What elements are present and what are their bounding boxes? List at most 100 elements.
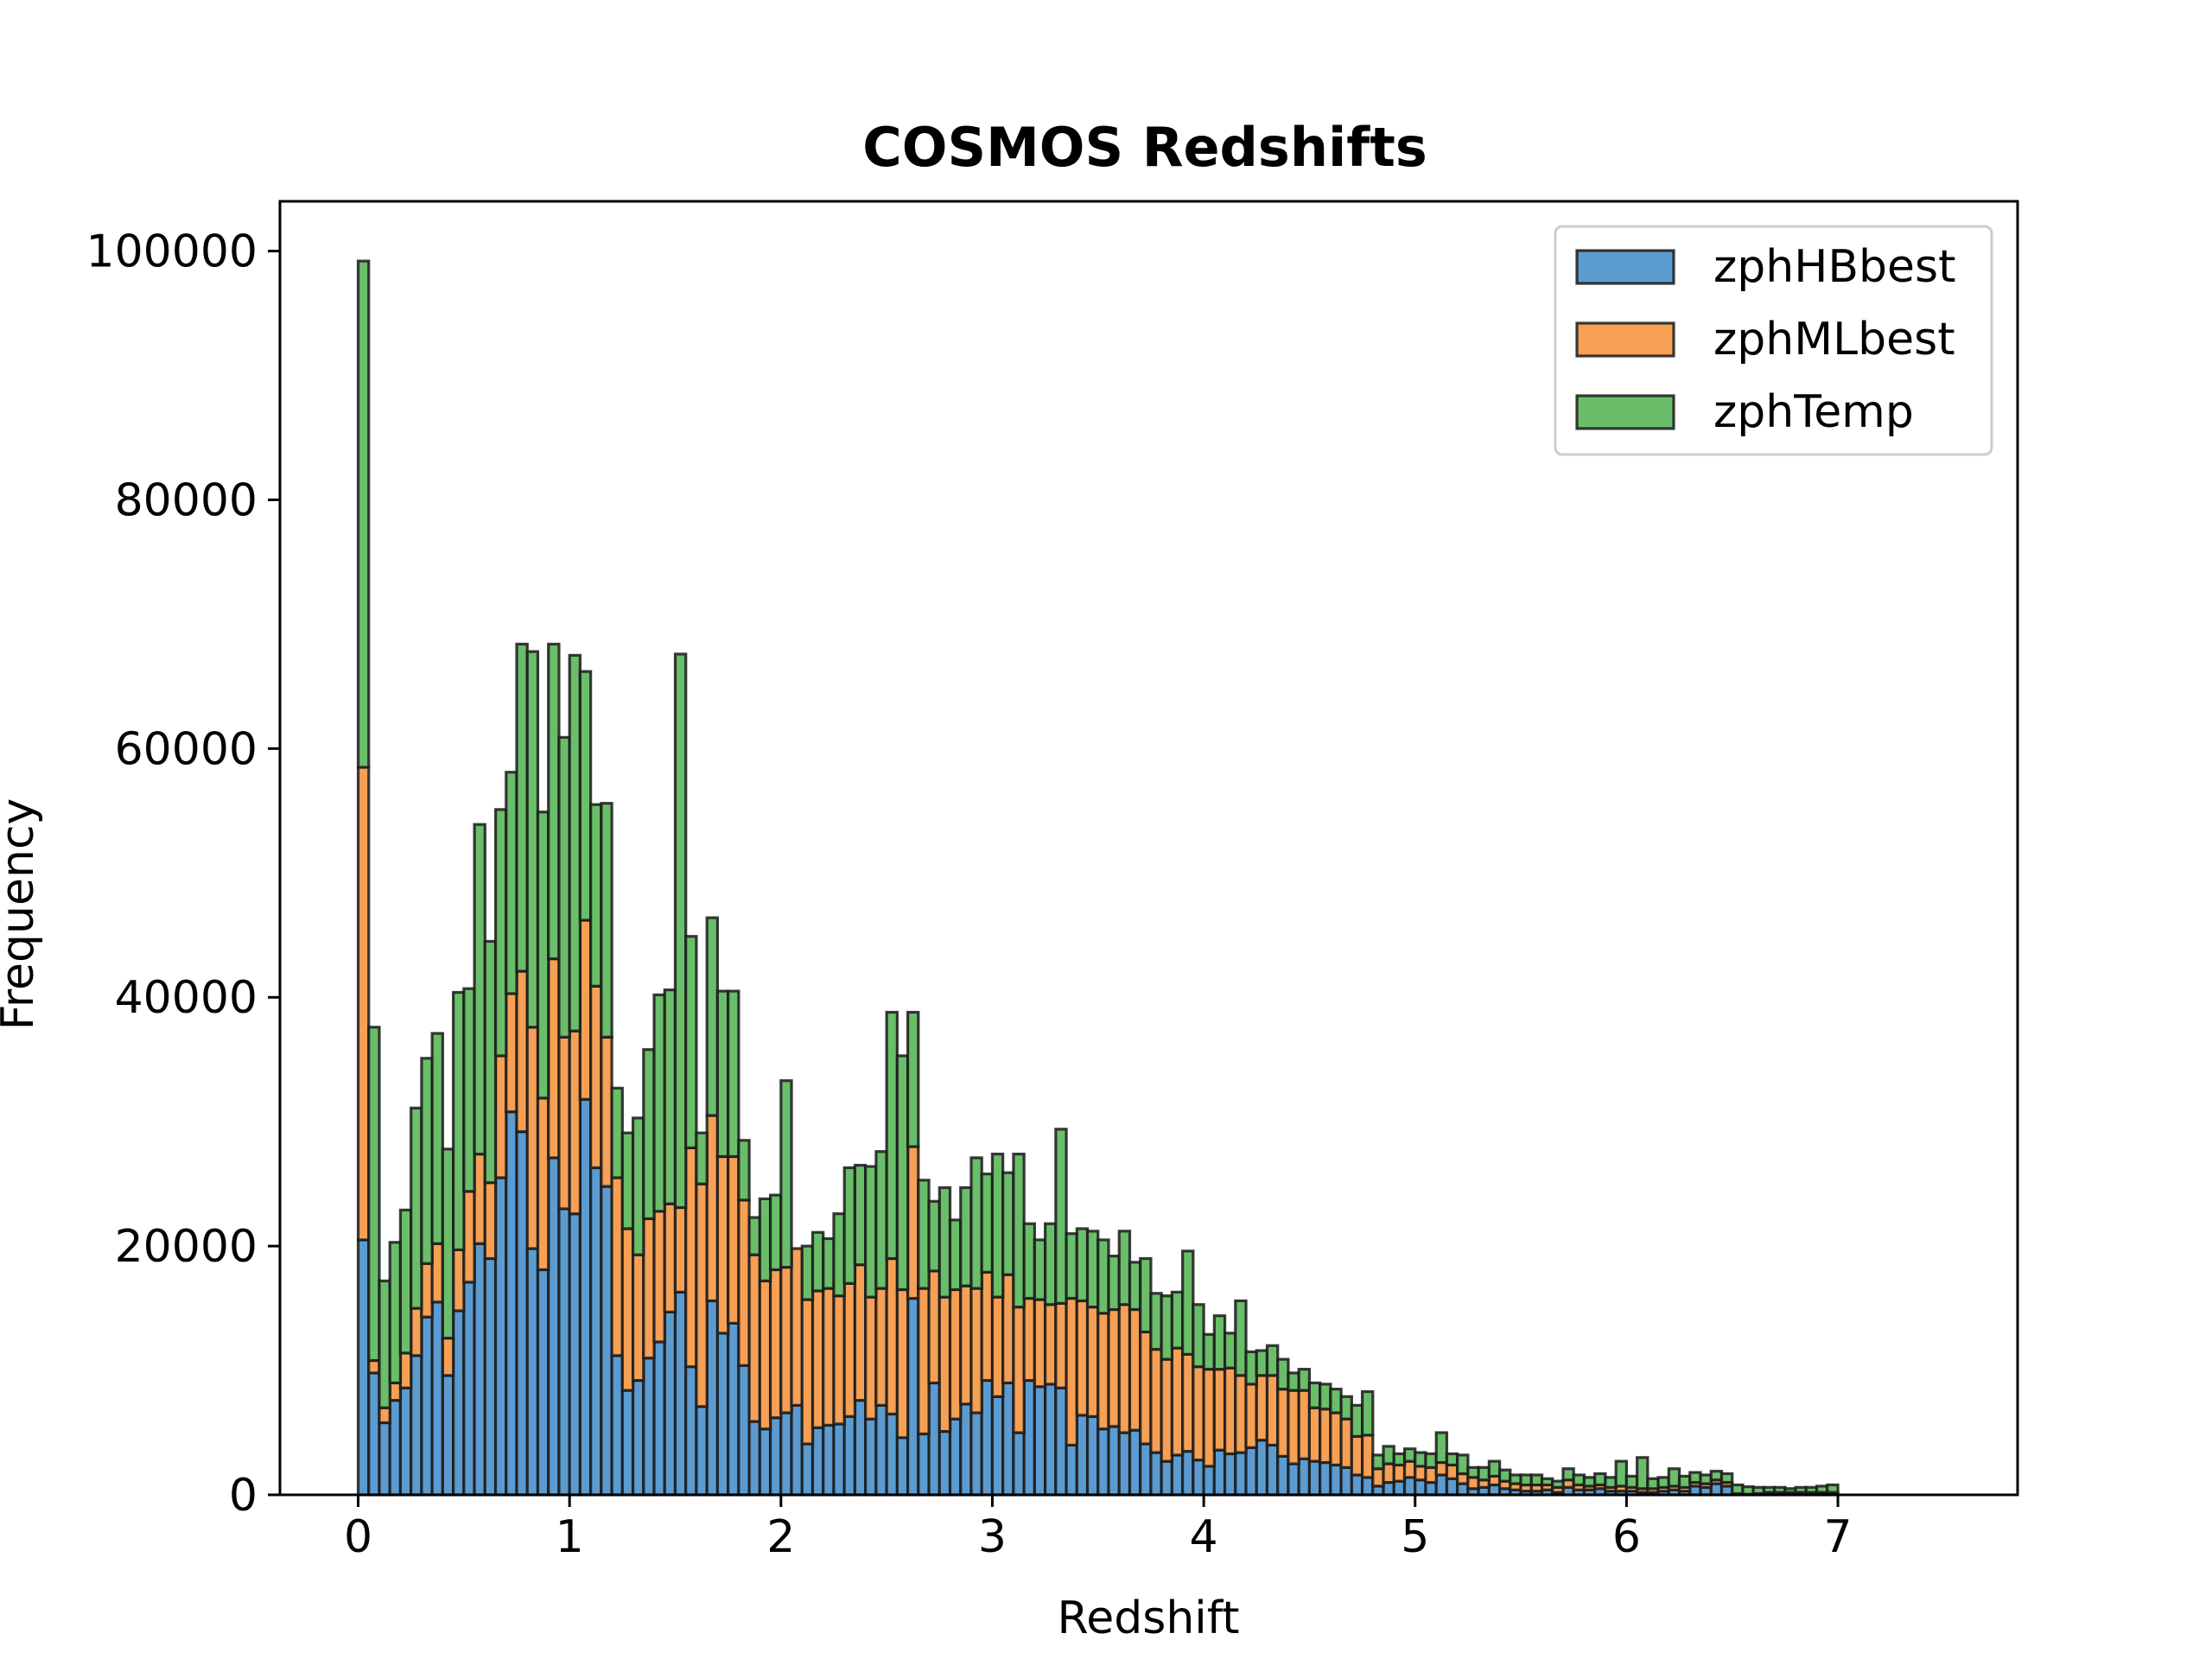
bar-zphTemp [578,670,593,922]
bar-zphTemp [1360,1389,1375,1437]
bar-zphMLbest [874,1287,888,1407]
bar-zphHBbest [969,1411,983,1497]
bar-zphHBbest [747,1420,761,1497]
bar-zphMLbest [620,1227,635,1392]
bar-zphMLbest [1160,1357,1174,1463]
bar-zphMLbest [980,1270,995,1382]
legend-items: zphHBbest zphMLbest zphTemp [1575,241,1956,438]
bar-zphTemp [1117,1230,1132,1306]
bar-zphTemp [1487,1459,1502,1478]
bar-zphMLbest [1202,1368,1216,1468]
bar-zphTemp [378,1279,391,1409]
bar-zphHBbest [1414,1478,1427,1497]
bar-zphHBbest [980,1378,995,1497]
bar-zphTemp [1307,1381,1322,1409]
bar-zphTemp [1773,1485,1787,1494]
bar-zphTemp [673,652,688,1210]
bar-zphHBbest [642,1357,656,1497]
bar-zphMLbest [1044,1303,1058,1386]
y-tick-label: 0 [229,1470,257,1522]
bar-zphTemp [1265,1344,1280,1377]
bar-zphMLbest [895,1287,910,1440]
bar-zphTemp [1244,1350,1258,1386]
bar-zphMLbest [1212,1368,1227,1452]
bar-zphHBbest [1107,1425,1121,1497]
bar-zphMLbest [790,1247,804,1407]
bar-zphHBbest [1307,1459,1322,1497]
bar-zphMLbest [927,1269,941,1385]
bar-zphHBbest [652,1340,666,1497]
x-axis-ticks: 0 1 2 3 4 5 6 7 [344,1495,1853,1563]
x-tick-label: 4 [1190,1511,1218,1563]
bar-zphHBbest [663,1310,677,1497]
bar-zphHBbest [705,1299,720,1497]
bar-zphHBbest [1075,1414,1090,1497]
bar-zphTemp [473,823,486,1156]
bar-zphTemp [1181,1249,1195,1356]
bar-zphTemp [969,1156,983,1290]
bar-zphTemp [367,1026,381,1363]
bar-zphMLbest [1265,1374,1280,1447]
bar-zphTemp [1540,1477,1554,1487]
bar-zphTemp [1392,1452,1407,1467]
legend-swatch-zphHBbest [1575,249,1675,285]
bar-zphHBbest [737,1363,751,1497]
bar-zphMLbest [1096,1312,1110,1431]
bar-zphMLbest [1234,1374,1248,1454]
bar-zphTemp [990,1152,1005,1299]
bar-zphMLbest [462,1190,476,1284]
bar-zphTemp [874,1150,888,1290]
bar-zphTemp [1085,1230,1100,1309]
bar-zphTemp [1234,1299,1248,1377]
bar-zphMLbest [388,1381,403,1402]
bar-zphTemp [1519,1473,1533,1487]
bar-zphHBbest [483,1256,498,1497]
bar-zphTemp [462,987,476,1193]
bar-zphMLbest [1107,1307,1121,1428]
bar-zphMLbest [505,992,518,1114]
bar-zphMLbest [800,1298,815,1446]
series-zphTemp [356,259,1840,1496]
bar-zphTemp [493,808,508,1058]
bar-zphHBbest [990,1395,1005,1497]
bar-zphTemp [1667,1467,1681,1488]
bar-zphTemp [885,1010,899,1261]
bar-zphTemp [1624,1474,1639,1489]
bar-zphTemp [1339,1395,1353,1421]
bar-zphHBbest [473,1242,486,1497]
bar-zphTemp [727,989,741,1159]
bar-zphMLbest [1329,1411,1343,1467]
x-tick-label: 5 [1401,1511,1429,1563]
bar-zphTemp [1614,1459,1629,1488]
bar-zphMLbest [885,1256,899,1416]
bar-zphMLbest [1255,1374,1269,1442]
bar-zphTemp [1741,1485,1755,1496]
bar-zphTemp [1160,1294,1174,1361]
bar-zphMLbest [1276,1388,1290,1458]
bar-zphMLbest [557,1035,571,1211]
legend-swatch-zphMLbest [1575,321,1675,358]
bar-zphHBbest [959,1402,973,1497]
bar-zphHBbest [398,1386,413,1497]
bar-zphHBbest [810,1426,825,1497]
bar-zphHBbest [410,1354,423,1497]
bar-zphHBbest [1434,1473,1449,1497]
bar-zphHBbest [378,1421,391,1497]
bar-zphHBbest [715,1332,730,1497]
x-tick-label: 2 [766,1511,795,1563]
bar-zphMLbest [1001,1273,1015,1385]
bar-zphHBbest [1319,1460,1332,1497]
bar-zphTemp [938,1185,952,1299]
bar-zphTemp [1319,1382,1332,1411]
bar-zphTemp [842,1166,857,1285]
bar-zphTemp [1149,1292,1163,1351]
bar-zphHBbest [684,1365,698,1497]
bar-zphHBbest [388,1399,403,1497]
bar-zphMLbest [1319,1408,1332,1465]
bar-zphMLbest [600,1035,613,1188]
bar-zphTemp [398,1208,413,1355]
legend: zphHBbest zphMLbest zphTemp [1554,225,1993,456]
bar-zphHBbest [1709,1482,1724,1497]
bar-zphTemp [715,989,730,1159]
bar-zphTemp [1709,1470,1724,1482]
